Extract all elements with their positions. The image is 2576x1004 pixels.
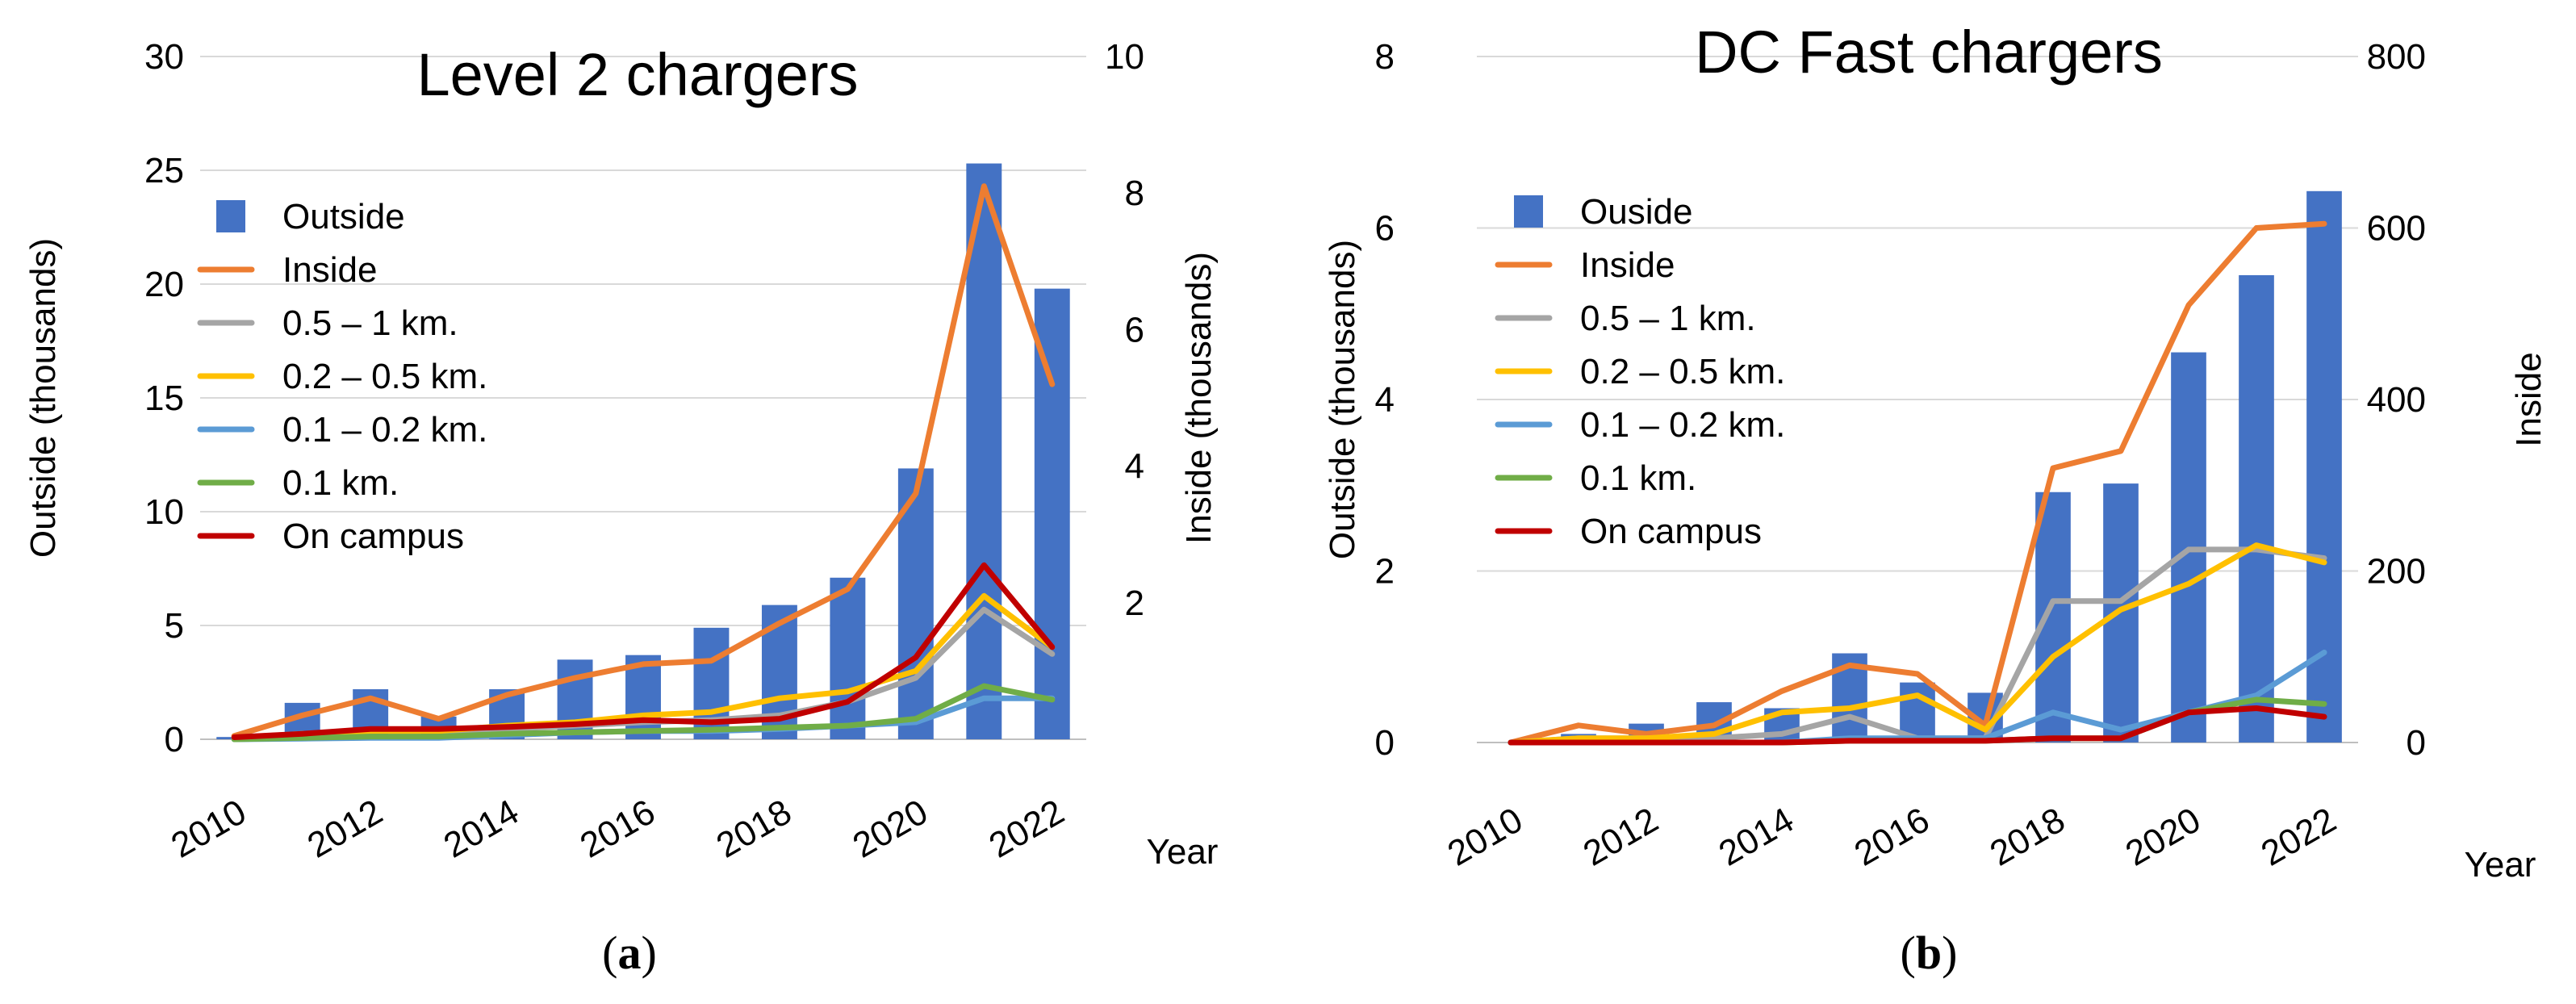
legend: Outside Inside 0.5 – 1 km. 0.2 – 0.5 km. 0.1… — [197, 197, 487, 556]
x-tick-label: 2014 — [437, 792, 525, 865]
y-tick-label: 30 — [144, 37, 184, 77]
y2-tick-label: 800 — [2367, 37, 2426, 77]
legend-label: 0.2 – 0.5 km. — [1580, 352, 1785, 391]
bar-outside — [966, 163, 1002, 740]
panel-dc-fast: 0 2 4 6 8 0 200 400 600 800 2010 2012 2014 2016 2018 20… — [1323, 19, 2549, 979]
panel-caption: (b) — [1901, 927, 1958, 979]
legend-swatch-bar — [216, 200, 245, 232]
x-tick-label: 2020 — [2119, 800, 2207, 873]
series-line-inside — [1508, 220, 2327, 746]
y2-axis-title: Inside — [2509, 352, 2549, 446]
y-tick-label: 6 — [1375, 209, 1395, 249]
y2-tick-label: 200 — [2367, 552, 2426, 592]
y-tick-label: 25 — [144, 151, 184, 190]
y2-tick-label: 8 — [1125, 174, 1144, 213]
x-tick-label: 2018 — [710, 792, 798, 865]
x-tick-label: 2010 — [1441, 800, 1529, 873]
y2-axis-title: Inside (thousands) — [1179, 252, 1219, 544]
bar-outside — [830, 577, 866, 739]
y-tick-label: 2 — [1375, 552, 1395, 592]
series-line-on-campus — [1508, 705, 2327, 746]
legend-label: 0.5 – 1 km. — [1580, 299, 1756, 338]
x-axis-title: Year — [1147, 832, 1219, 872]
legend-label: 0.1 – 0.2 km. — [1580, 405, 1785, 445]
y-tick-label: 10 — [144, 492, 184, 532]
x-tick-label: 2020 — [847, 792, 935, 865]
y-tick-label: 8 — [1375, 37, 1395, 77]
caption-paren: ( — [1901, 927, 1916, 979]
panel-caption: (a) — [602, 927, 657, 979]
y-tick-label: 15 — [144, 379, 184, 418]
y-tick-label: 4 — [1375, 380, 1395, 420]
legend-label: Ouside — [1580, 192, 1692, 232]
y2-tick-label: 0 — [2407, 723, 2426, 763]
caption-paren: ) — [642, 927, 657, 979]
legend-label: Outside — [282, 197, 405, 236]
bar-ouside — [2239, 274, 2274, 743]
bar-ouside — [2035, 492, 2071, 743]
y2-tick-label: 400 — [2367, 380, 2426, 420]
legend-label: On campus — [282, 517, 464, 556]
x-tick-label: 2014 — [1712, 800, 1800, 873]
caption-paren: ) — [1942, 927, 1957, 979]
series-line-on-campus — [231, 562, 1056, 740]
y2-tick-label: 10 — [1105, 37, 1144, 77]
x-tick-label: 2010 — [165, 792, 253, 865]
series-line-inside — [231, 183, 1056, 739]
y-tick-label: 0 — [1375, 723, 1395, 763]
y-tick-label: 0 — [165, 720, 184, 759]
caption-paren: ( — [602, 927, 617, 979]
y2-tick-label: 2 — [1125, 584, 1144, 623]
series-line-0-2-0-5-km- — [1508, 542, 2327, 746]
y-axis-title: Outside (thousands) — [1323, 240, 1362, 559]
legend: Ouside Inside 0.5 – 1 km. 0.2 – 0.5 km. 0.1 … — [1495, 192, 1785, 551]
caption-letter: a — [618, 927, 642, 979]
legend-label: 0.1 – 0.2 km. — [282, 410, 487, 450]
y-tick-label: 5 — [165, 606, 184, 646]
series-line-0-1-km- — [231, 683, 1056, 743]
legend-label: Inside — [282, 250, 377, 290]
panel-level2: 0 5 10 15 20 25 30 2 4 6 8 10 2010 2012 2014 2016 2018 20… — [23, 37, 1219, 979]
legend-swatch-bar — [1514, 195, 1543, 228]
y-tick-label: 20 — [144, 265, 184, 304]
chart-title: DC Fast chargers — [1695, 19, 2163, 86]
x-axis-title: Year — [2465, 845, 2536, 885]
legend-label: 0.2 – 0.5 km. — [282, 357, 487, 396]
x-tick-label: 2022 — [982, 792, 1070, 865]
legend-label: 0.1 km. — [1580, 458, 1696, 498]
legend-label: 0.1 km. — [282, 463, 399, 503]
x-tick-label: 2012 — [1577, 800, 1665, 873]
bar-outside — [1034, 288, 1070, 739]
y2-tick-label: 600 — [2367, 209, 2426, 249]
x-tick-label: 2016 — [574, 792, 662, 865]
x-tick-label: 2012 — [301, 792, 389, 865]
legend-label: Inside — [1580, 245, 1675, 285]
chart-title: Level 2 chargers — [416, 41, 858, 108]
y-axis-title: Outside (thousands) — [23, 238, 63, 558]
x-tick-label: 2022 — [2255, 800, 2343, 873]
legend-label: On campus — [1580, 512, 1762, 551]
x-tick-label: 2016 — [1848, 800, 1936, 873]
x-tick-label: 2018 — [1984, 800, 2072, 873]
legend-label: 0.5 – 1 km. — [282, 303, 458, 343]
y2-tick-label: 6 — [1125, 310, 1144, 349]
y2-tick-label: 4 — [1125, 447, 1144, 487]
caption-letter: b — [1916, 927, 1942, 979]
